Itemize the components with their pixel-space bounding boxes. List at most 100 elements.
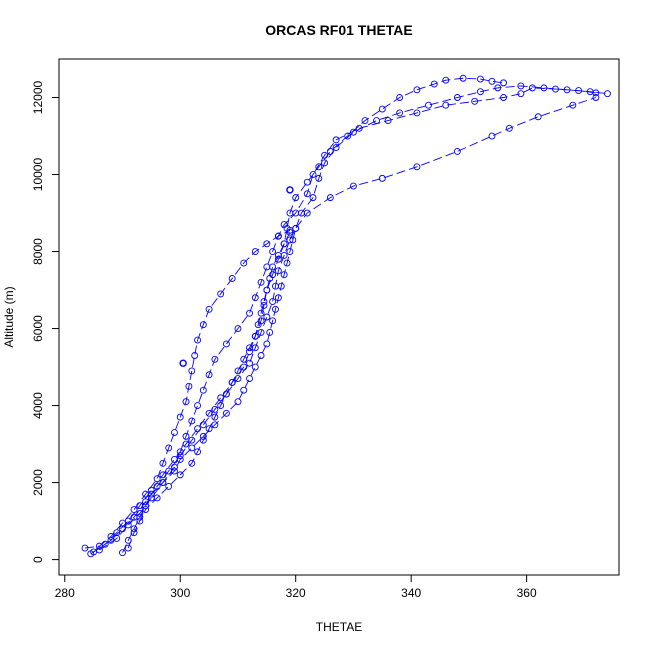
data-point	[303, 190, 311, 198]
data-point	[332, 144, 340, 152]
data-point	[453, 94, 461, 101]
data-point	[222, 340, 230, 348]
data-point	[119, 519, 126, 527]
data-point	[505, 124, 513, 132]
data-point	[165, 482, 173, 490]
data-point	[159, 479, 167, 487]
data-point	[274, 294, 282, 302]
data-point	[534, 113, 542, 121]
data-point	[153, 494, 161, 502]
data-point	[263, 313, 271, 321]
data-point	[274, 232, 282, 240]
data-point	[95, 546, 103, 554]
data-point	[552, 85, 559, 93]
data-point	[321, 151, 329, 159]
series	[81, 226, 294, 552]
y-tick-label: 0	[31, 556, 45, 563]
y-tick-label: 2000	[31, 469, 45, 496]
series	[119, 94, 600, 557]
data-point	[263, 263, 271, 271]
series-layer	[81, 74, 611, 558]
data-point	[303, 178, 311, 186]
data-point	[251, 332, 259, 340]
data-point	[494, 84, 502, 92]
data-point	[194, 448, 202, 456]
x-axis-label: THETAE	[316, 620, 362, 634]
data-point	[222, 409, 230, 417]
data-point	[199, 421, 207, 429]
data-point	[269, 317, 277, 325]
data-point	[321, 159, 329, 167]
y-tick-label: 4000	[31, 392, 45, 419]
data-point	[274, 267, 282, 275]
data-point	[251, 248, 259, 255]
data-point	[517, 90, 525, 98]
x-tick-label: 320	[286, 586, 306, 600]
data-point	[355, 124, 363, 132]
data-point	[188, 459, 196, 467]
data-point	[384, 117, 392, 125]
data-point	[488, 77, 496, 85]
data-point	[179, 359, 187, 367]
data-point	[292, 209, 300, 217]
data-point	[517, 82, 525, 90]
data-point	[246, 359, 253, 367]
data-point	[228, 379, 236, 386]
data-point	[349, 182, 357, 190]
data-point	[205, 425, 213, 433]
data-point	[260, 298, 268, 306]
data-point	[171, 429, 178, 436]
series-line	[90, 77, 504, 555]
data-point	[217, 394, 225, 402]
data-point	[286, 248, 294, 255]
data-point	[153, 482, 161, 490]
data-point	[315, 163, 323, 171]
data-point	[81, 544, 89, 552]
data-point	[240, 386, 248, 394]
series	[95, 84, 600, 554]
data-point	[234, 375, 242, 383]
data-point	[182, 398, 190, 406]
series-line	[127, 232, 291, 549]
x-axis: 280 300 320 340 360	[55, 574, 537, 600]
data-point	[266, 328, 274, 336]
data-point	[124, 544, 132, 552]
data-point	[234, 325, 242, 333]
data-point	[199, 386, 207, 394]
data-point	[396, 109, 404, 117]
data-point	[604, 90, 611, 98]
data-point	[266, 275, 274, 282]
data-point	[459, 74, 467, 82]
data-point	[254, 321, 262, 329]
data-point	[211, 355, 219, 363]
data-point	[257, 328, 265, 336]
data-point	[136, 517, 144, 525]
y-tick-label: 10000	[31, 158, 45, 192]
data-point	[188, 367, 196, 375]
data-point	[442, 76, 450, 84]
data-point	[283, 259, 291, 267]
data-point	[413, 163, 421, 171]
data-point	[344, 132, 352, 140]
data-point	[240, 259, 248, 267]
data-point	[286, 186, 294, 194]
data-point	[251, 294, 259, 302]
data-point	[476, 75, 484, 83]
data-point	[257, 309, 265, 317]
data-point	[119, 549, 126, 557]
data-point	[315, 174, 323, 182]
data-point	[569, 101, 577, 109]
data-point	[176, 471, 184, 479]
data-point	[171, 467, 178, 475]
data-point	[575, 87, 583, 95]
y-tick-label: 12000	[31, 80, 45, 114]
data-point	[263, 340, 271, 348]
data-point	[176, 452, 184, 460]
data-point	[413, 109, 421, 117]
data-point	[205, 305, 213, 313]
data-point	[205, 371, 213, 379]
data-point	[286, 228, 294, 236]
data-point	[292, 194, 300, 202]
data-point	[309, 171, 317, 178]
